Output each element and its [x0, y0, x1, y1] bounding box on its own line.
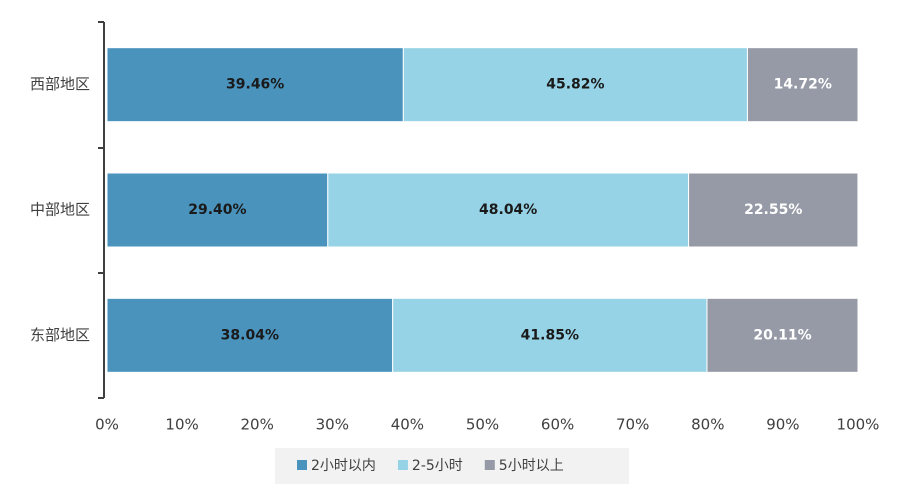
value-label: 45.82% — [546, 77, 604, 93]
x-tick-label: 70% — [616, 416, 649, 434]
legend-label: 5小时以上 — [499, 458, 564, 474]
value-label: 38.04% — [221, 327, 279, 343]
x-tick-label: 100% — [837, 416, 880, 434]
bar — [706, 297, 859, 373]
bar — [392, 297, 708, 373]
bar — [402, 47, 748, 123]
bar — [106, 297, 394, 373]
y-tick-label: 东部地区 — [30, 326, 90, 344]
value-label: 20.11% — [753, 327, 811, 343]
bar — [106, 47, 404, 123]
x-tick-label: 50% — [466, 416, 499, 434]
value-label: 29.40% — [188, 202, 246, 218]
bar — [746, 47, 859, 123]
legend-label: 2小时以内 — [311, 458, 376, 474]
x-tick-label: 90% — [766, 416, 799, 434]
legend-swatch — [297, 460, 307, 470]
x-tick-label: 80% — [691, 416, 724, 434]
x-tick-label: 30% — [316, 416, 349, 434]
x-tick-label: 0% — [95, 416, 119, 434]
bar — [688, 172, 859, 248]
legend-box — [275, 448, 629, 484]
value-label: 14.72% — [774, 77, 832, 93]
value-label: 41.85% — [521, 327, 579, 343]
value-label: 39.46% — [226, 77, 284, 93]
value-label: 48.04% — [479, 202, 537, 218]
x-tick-label: 10% — [165, 416, 198, 434]
x-tick-label: 60% — [541, 416, 574, 434]
legend-swatch — [484, 460, 495, 470]
x-tick-label: 40% — [391, 416, 424, 434]
value-label: 22.55% — [744, 202, 802, 218]
legend-swatch — [397, 460, 408, 470]
y-tick-label: 中部地区 — [30, 201, 90, 219]
x-tick-label: 20% — [241, 416, 274, 434]
y-tick-label: 西部地区 — [30, 75, 90, 93]
legend-label: 2-5小时 — [412, 458, 463, 474]
